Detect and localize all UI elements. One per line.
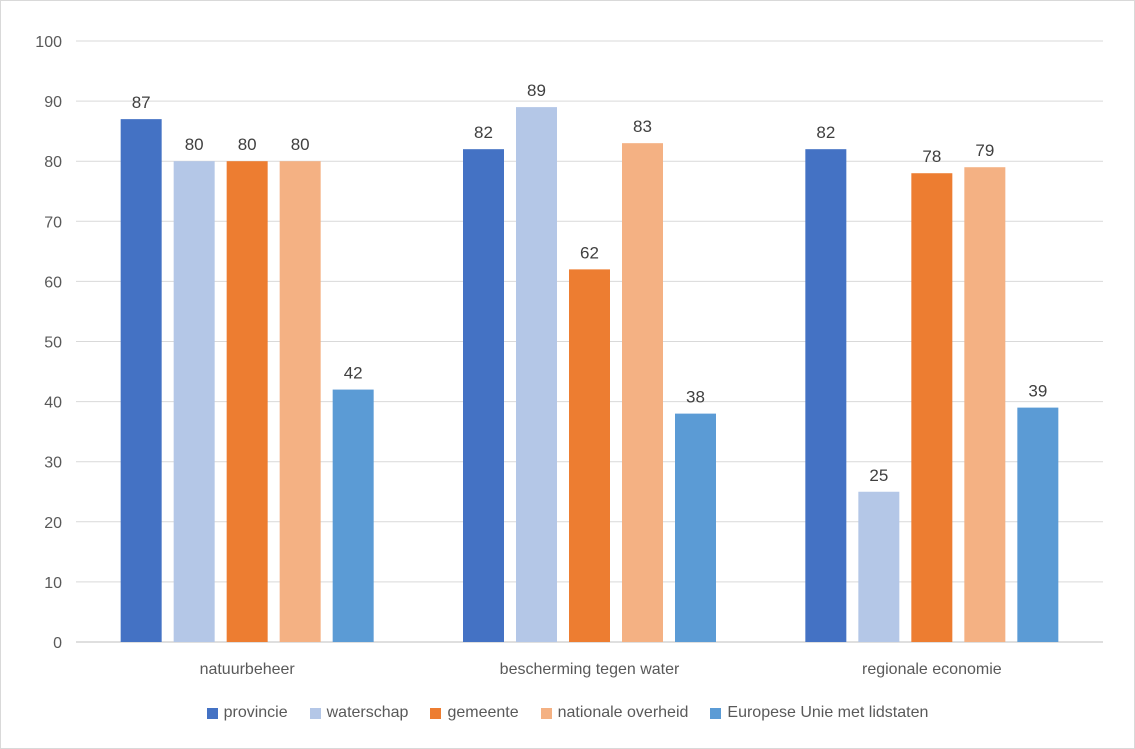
- legend-swatch: [430, 707, 442, 719]
- data-label: 82: [816, 123, 835, 142]
- y-tick-label: 60: [44, 274, 62, 291]
- bar: [1017, 407, 1059, 642]
- data-label: 80: [291, 135, 310, 154]
- bar: [332, 389, 374, 642]
- bar: [805, 149, 847, 642]
- data-label: 39: [1028, 382, 1047, 401]
- bar: [622, 143, 663, 643]
- legend-item: gemeente: [430, 704, 519, 722]
- data-label: 80: [238, 135, 257, 154]
- y-tick-label: 20: [44, 515, 62, 532]
- data-label: 78: [922, 147, 941, 166]
- legend-label: nationale overheid: [557, 704, 689, 721]
- bar: [569, 269, 610, 642]
- y-tick-label: 30: [44, 455, 62, 472]
- bar: [858, 491, 900, 642]
- data-label: 62: [580, 243, 599, 262]
- bar: [120, 119, 162, 642]
- legend-label: gemeente: [447, 704, 519, 721]
- legend-item: provincie: [206, 704, 288, 722]
- bar: [516, 107, 557, 643]
- bar-chart: 0 10 20 30 40 50 60 70 80 90 100 87 80 80 80 42 natuurbe…: [35, 34, 1103, 678]
- legend-swatch: [206, 707, 218, 719]
- x-category-label: natuurbeheer: [200, 661, 296, 678]
- bar: [173, 161, 215, 642]
- legend-label: Europese Unie met lidstaten: [727, 704, 929, 721]
- data-label: 83: [633, 117, 652, 136]
- y-tick-label: 50: [44, 335, 62, 352]
- legend-swatch: [540, 707, 552, 719]
- data-label: 82: [474, 123, 493, 142]
- data-label: 87: [132, 93, 151, 112]
- y-tick-label: 80: [44, 154, 62, 171]
- data-label: 25: [869, 466, 888, 485]
- legend-label: provincie: [223, 704, 288, 721]
- legend-item: waterschap: [309, 704, 409, 722]
- y-tick-label: 100: [35, 34, 62, 51]
- y-tick-label: 10: [44, 575, 62, 592]
- legend-swatch: [710, 707, 722, 719]
- bar: [279, 161, 321, 642]
- data-label: 38: [686, 388, 705, 407]
- x-category-label: regionale economie: [862, 661, 1002, 678]
- bar: [911, 173, 953, 642]
- bar: [964, 167, 1006, 642]
- data-label: 89: [527, 81, 546, 100]
- y-tick-label: 0: [53, 635, 62, 652]
- legend-swatch: [309, 707, 321, 719]
- x-category-label: bescherming tegen water: [500, 661, 680, 678]
- bar: [226, 161, 268, 642]
- y-tick-label: 40: [44, 395, 62, 412]
- legend-item: Europese Unie met lidstaten: [710, 704, 928, 722]
- chart-legend: provincie waterschap gemeente nationale ove…: [1, 701, 1134, 725]
- legend-label: waterschap: [326, 704, 409, 721]
- bar: [463, 149, 504, 642]
- y-tick-label: 70: [44, 214, 62, 231]
- data-label: 79: [975, 141, 994, 160]
- data-label: 42: [344, 364, 363, 383]
- legend-item: nationale overheid: [540, 704, 689, 722]
- y-tick-label: 90: [44, 94, 62, 111]
- bar: [675, 413, 716, 642]
- data-label: 80: [185, 135, 204, 154]
